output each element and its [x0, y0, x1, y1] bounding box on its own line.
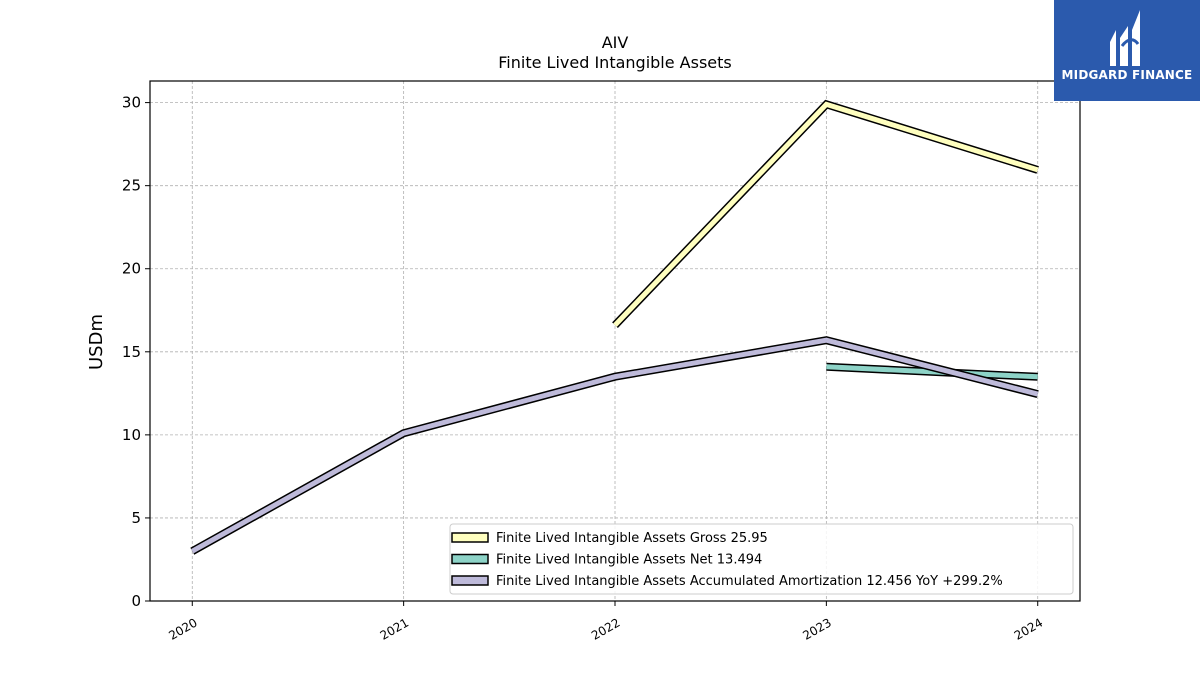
y-axis-label: USDm: [86, 314, 107, 370]
series-line-2: [826, 364, 1038, 380]
legend-label: Finite Lived Intangible Assets Gross 25.…: [496, 531, 768, 546]
legend-label: Finite Lived Intangible Assets Net 13.49…: [496, 553, 762, 568]
legend: Finite Lived Intangible Assets Gross 25.…: [449, 523, 1074, 595]
y-tick-label: 15: [122, 343, 141, 361]
x-tick-label: 2021: [378, 615, 411, 642]
y-tick-label: 0: [131, 592, 141, 610]
x-tick-label: 2020: [166, 615, 199, 642]
x-tick-label: 2022: [589, 615, 622, 642]
chart-subtitle: Finite Lived Intangible Assets: [498, 53, 731, 72]
grid: [150, 81, 1080, 601]
series-line-1: [613, 101, 1039, 327]
legend-box: [449, 523, 1074, 595]
y-tick-label: 25: [122, 177, 141, 195]
logo-text: MIDGARD FINANCE: [1061, 68, 1193, 82]
legend-swatch: [451, 575, 489, 586]
y-tick-label: 10: [122, 426, 141, 444]
chart-title: AIV: [602, 33, 629, 52]
logo-mark-icon: [1110, 10, 1140, 66]
y-tick-label: 5: [131, 509, 141, 527]
y-tick-label: 30: [122, 94, 141, 112]
series-line-3: [191, 337, 1039, 554]
legend-swatch: [451, 553, 489, 565]
y-tick-label: 20: [122, 260, 141, 278]
x-tick-label: 2023: [800, 615, 833, 642]
legend-swatch: [451, 532, 489, 543]
x-axis: 2020 2021 2022 2023 2024: [166, 601, 1045, 643]
midgard-finance-logo: MIDGARD FINANCE: [1054, 0, 1200, 101]
y-axis: 0 5 10 15 20 25 30: [122, 94, 150, 610]
legend-label: Finite Lived Intangible Assets Accumulat…: [496, 574, 1003, 589]
x-tick-label: 2024: [1012, 615, 1045, 642]
series-lines: [190, 99, 1039, 555]
